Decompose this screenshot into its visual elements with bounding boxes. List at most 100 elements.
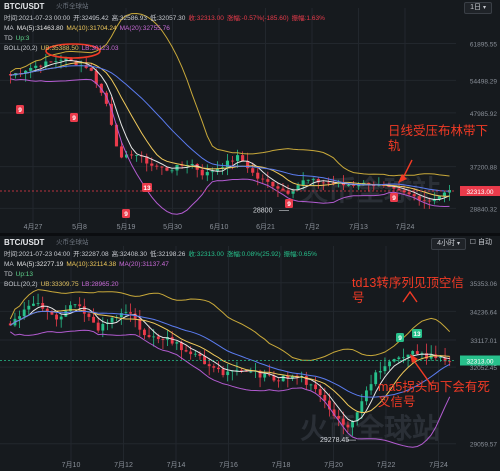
candle-body: [94, 70, 98, 84]
candle-body: [215, 168, 219, 172]
boll-upper-line: [9, 289, 451, 361]
candle-body: [351, 421, 354, 428]
candle-body: [73, 304, 77, 306]
candle-body: [437, 196, 441, 200]
candle-body: [281, 375, 285, 382]
td-marker: [70, 113, 78, 122]
candle-body: [39, 65, 43, 67]
candle-body: [360, 401, 364, 413]
candle-body: [170, 337, 174, 344]
exchange-label: 火币全球站: [56, 3, 89, 10]
td-marker: [16, 105, 24, 114]
boll-lower-line: [10, 329, 451, 448]
candle-body: [311, 179, 315, 180]
candle-body: [261, 178, 265, 180]
ma-legend: MA MA(5):32277.19 MA(10):32114.38 MA(20):31…: [4, 261, 169, 268]
x-tick-label: 7月20: [324, 461, 343, 469]
x-tick-label: 6月10: [210, 223, 229, 231]
td-marker-label: 9: [18, 107, 22, 114]
candle-body: [210, 171, 214, 173]
candle-body: [82, 306, 86, 314]
x-tick-label: 7月10: [62, 461, 81, 469]
candle-body: [155, 165, 159, 167]
candle-body: [271, 181, 275, 187]
td-marker-label: 9: [72, 115, 76, 122]
candle-body: [309, 384, 313, 386]
candle-body: [109, 103, 113, 125]
annotation-arrow-up: [402, 290, 418, 303]
candle-body: [69, 305, 72, 311]
candle-body: [143, 329, 146, 336]
candle-body: [34, 65, 38, 68]
td-marker: [142, 183, 152, 192]
candle-body: [193, 353, 197, 355]
candle-body: [180, 342, 183, 351]
daily-candlestick-chart[interactable]: 火币全球站 61895.55 54498.29 47985.92 37200.88 288…: [0, 0, 500, 233]
chart-background: [0, 0, 500, 233]
candle-body: [326, 182, 330, 184]
candle-body: [96, 322, 100, 331]
candle-body: [84, 65, 88, 68]
x-tick-label: 7月2: [305, 223, 320, 231]
candle-body: [129, 312, 132, 314]
candle-body: [331, 182, 335, 184]
four-hour-candlestick-chart[interactable]: 火币全球站 35353.06 34236.64 33117.01 32052.45 290…: [0, 236, 500, 471]
candle-body: [258, 370, 262, 378]
candle-body: [406, 354, 410, 358]
candle-body: [8, 323, 12, 326]
candle-body: [205, 172, 209, 176]
x-tick-label: 7月24: [396, 223, 415, 231]
candle-body: [29, 67, 33, 71]
candle-body: [150, 163, 154, 166]
candle-body: [198, 353, 202, 356]
candle-body: [133, 313, 137, 319]
candle-body: [323, 395, 327, 401]
candle-body: [281, 188, 285, 191]
td-legend: TD Up:13: [4, 271, 34, 278]
candle-body: [306, 179, 310, 181]
candle-body: [226, 371, 230, 376]
timeframe-button[interactable]: 1日 ▾: [464, 2, 492, 14]
candle-body: [203, 355, 206, 365]
current-price-tag: 32313.00: [466, 189, 493, 196]
candle-body: [296, 185, 300, 191]
candle-body: [378, 371, 382, 373]
x-tick-label: 7月16: [219, 461, 238, 469]
candle-body: [114, 124, 119, 147]
panel-divider: [0, 233, 500, 236]
ohlc-info-line: 时间:2021-07-23 00:00 开:32495.42 高:32586.93 低…: [4, 15, 325, 22]
x-tick-label: 5月19: [117, 223, 136, 231]
candle-body: [448, 361, 452, 363]
x-tick-label: 7月13: [349, 223, 368, 231]
candle-body: [314, 384, 317, 390]
candle-body: [341, 418, 345, 425]
x-tick-label: 5月30: [163, 223, 182, 231]
boll-mid-line: [10, 310, 450, 398]
period-low-label: 29278.45: [320, 437, 349, 444]
candle-body: [180, 165, 184, 166]
td-marker-label: 9: [124, 211, 128, 218]
candle-body: [59, 316, 63, 320]
td-marker-label: 13: [143, 185, 151, 192]
candle-body: [124, 312, 128, 314]
four-hour-chart-panel: 火币全球站 35353.06 34236.64 33117.01 32052.45 290…: [0, 236, 500, 471]
auto-scale-toggle[interactable]: ☐ 自动: [469, 239, 492, 246]
candle-body: [357, 185, 361, 187]
candle-body: [235, 369, 239, 371]
timeframe-button[interactable]: 4小时 ▾: [431, 238, 466, 250]
x-tick-label: 7月18: [272, 461, 291, 469]
candle-body: [263, 373, 267, 378]
y-tick-label: 61895.55: [470, 41, 497, 48]
period-low-label: 28800: [253, 208, 273, 215]
daily-chart-panel: 火币全球站 61895.55 54498.29 47985.92 37200.88 288…: [0, 0, 500, 233]
candle-body: [22, 309, 26, 317]
price-tag-bg: [460, 355, 500, 366]
y-tick-label: 29059.57: [470, 442, 497, 449]
candle-body: [411, 351, 415, 355]
td-marker: [285, 199, 293, 208]
candle-body: [200, 169, 204, 176]
candle-body: [427, 200, 431, 202]
candle-body: [383, 366, 387, 372]
candle-body: [402, 357, 405, 359]
candle-body: [341, 182, 346, 186]
